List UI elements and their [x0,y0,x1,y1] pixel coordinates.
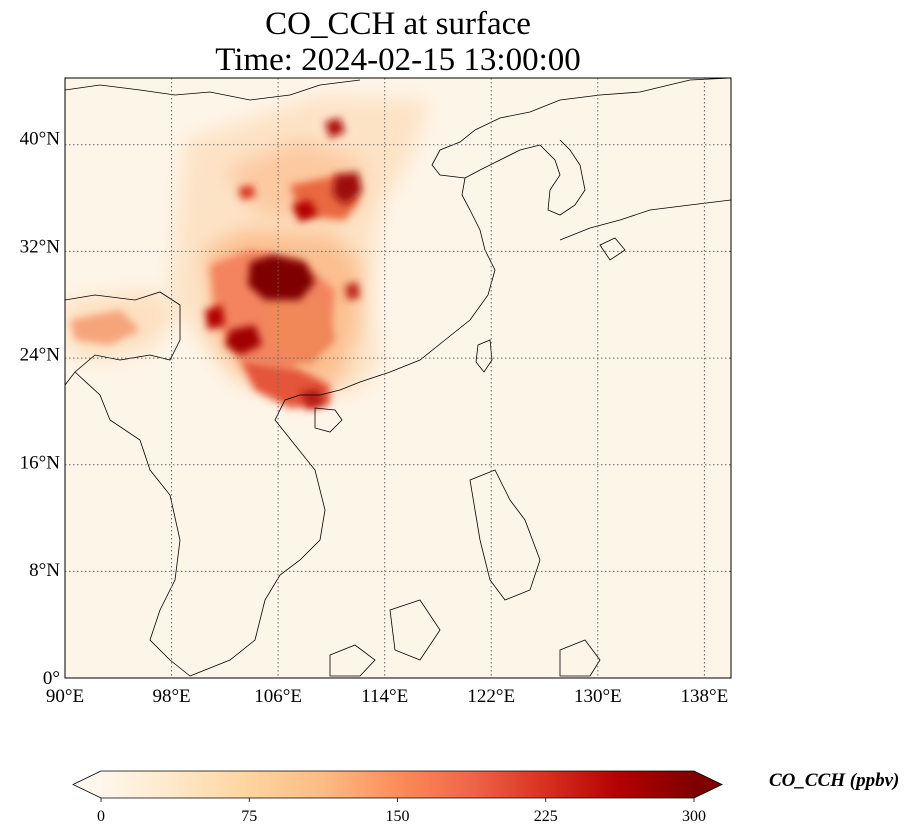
colorbar-extend-high [694,771,722,798]
map-frame [64,77,732,679]
lat-tick-label: 40°N [20,129,61,150]
colorbar-extend-low [73,771,101,798]
colorbar: 0 75 150 225 300 [72,770,723,825]
lon-tick-label: 114°E [361,686,408,707]
lat-tick-label: 0° [43,668,60,689]
colorbar-ticks: 0 75 150 225 300 [97,798,706,825]
lat-tick-label: 24°N [20,344,61,365]
lon-tick-label: 90°E [46,686,84,707]
concentration-field [65,95,430,410]
coastlines [65,78,731,677]
lat-tick-label: 32°N [20,237,61,258]
map-title-line2: Time: 2024-02-15 13:00:00 [215,42,581,78]
colorbar-gradient [101,771,694,798]
colorbar-tick-label: 150 [386,808,410,825]
colorbar-tick-label: 300 [682,808,706,825]
lon-tick-label: 98°E [152,686,190,707]
lon-tick-label: 130°E [574,686,622,707]
lon-tick-label: 122°E [467,686,515,707]
colorbar-tick-label: 0 [97,808,105,825]
colorbar-label: CO_CCH (ppbv) [769,770,900,791]
lat-tick-label: 8°N [29,560,60,581]
lat-tick-labels: 0° 8°N 16°N 24°N 32°N 40°N [20,129,61,689]
lon-tick-labels: 90°E 98°E 106°E 114°E 122°E 130°E 138°E [46,686,728,707]
colorbar-tick-label: 75 [241,808,257,825]
colorbar-tick-label: 225 [534,808,558,825]
lat-tick-label: 16°N [20,452,61,473]
lon-tick-label: 106°E [254,686,302,707]
map-title-line1: CO_CCH at surface [265,6,531,42]
lon-tick-label: 138°E [681,686,729,707]
gridlines [65,78,731,678]
